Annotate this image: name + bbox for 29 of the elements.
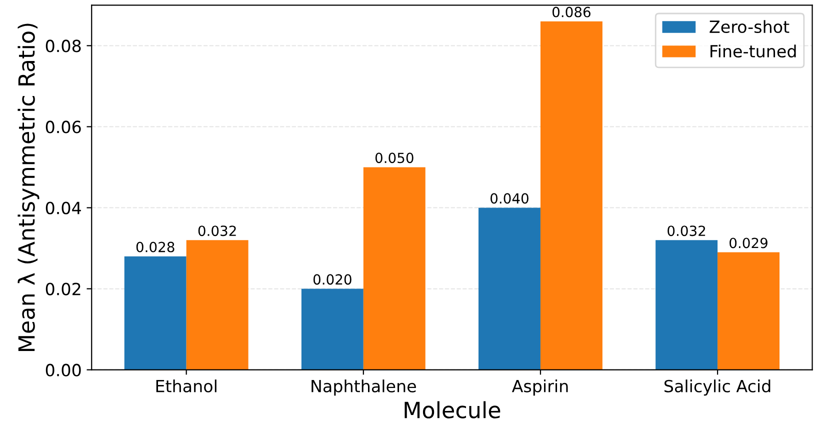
bar xyxy=(301,288,364,370)
data-label: 0.020 xyxy=(313,274,352,285)
bar xyxy=(540,21,602,370)
data-label: 0.029 xyxy=(730,238,768,248)
bar xyxy=(124,256,186,370)
x-axis-title: Molecule xyxy=(404,401,500,418)
bar xyxy=(478,208,540,370)
y-tick-label: 0.00 xyxy=(46,364,81,376)
data-label: 0.032 xyxy=(668,226,706,236)
y-tick-label: 0.08 xyxy=(46,40,81,52)
y-tick-label: 0.04 xyxy=(46,202,81,214)
x-tick-label: Aspirin xyxy=(512,380,568,396)
x-tick-label: Ethanol xyxy=(156,380,216,392)
legend-label: Zero-shot xyxy=(710,20,790,34)
legend-label: Fine-tuned xyxy=(710,44,796,58)
data-label: 0.028 xyxy=(136,242,174,252)
y-tick-label: 0.02 xyxy=(46,282,80,296)
data-label: 0.086 xyxy=(552,6,590,18)
y-tick-label: 0.06 xyxy=(46,120,81,134)
bar xyxy=(186,240,248,370)
x-tick-label: Naphthalene xyxy=(312,380,416,396)
x-tick-label: Salicylic Acid xyxy=(664,380,770,396)
data-label: 0.040 xyxy=(490,193,528,204)
bar xyxy=(363,167,426,370)
data-label: 0.032 xyxy=(198,226,236,236)
y-axis-title: Mean λ (Antisymmetric Ratio) xyxy=(18,24,40,351)
data-label: 0.050 xyxy=(375,152,414,164)
bar xyxy=(656,240,718,370)
bar xyxy=(718,252,780,370)
